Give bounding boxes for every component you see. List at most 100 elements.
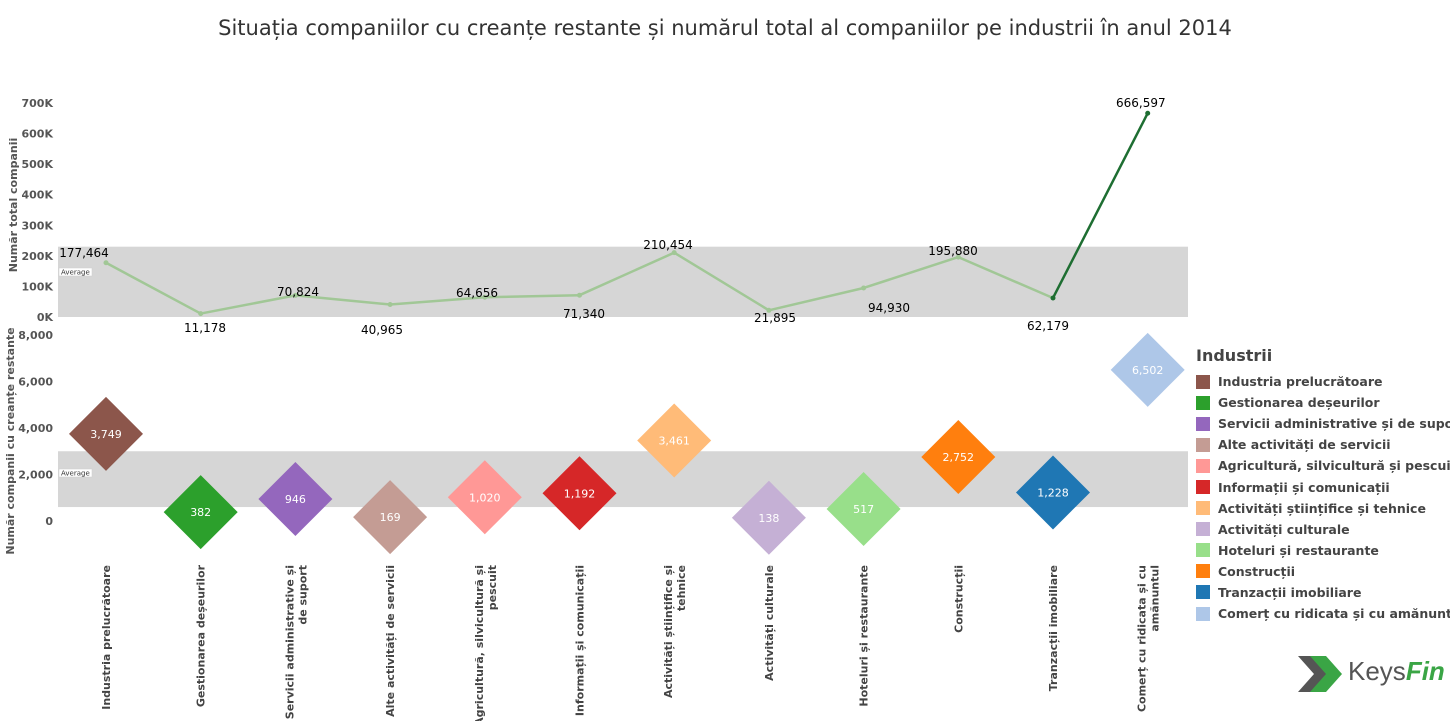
y-tick-bottom: 4,000 [18,422,53,435]
x-axis-label-line: Gestionarea deșeurilor [195,564,208,707]
y-tick-bottom: 8,000 [18,329,53,342]
line-value-label: 40,965 [361,323,403,337]
legend-item[interactable]: Industria prelucrătoare [1196,371,1450,392]
line-segment [957,255,1055,300]
line-value-label: 21,895 [754,311,796,325]
line-value-label: 11,178 [184,321,226,335]
diamond-marker [826,471,901,546]
legend-label: Informații și comunicații [1218,479,1390,495]
x-axis-label: Informații și comunicații [574,565,587,716]
diamond-value-label: 169 [380,511,401,524]
line-point [292,292,298,298]
y-tick-top: 600K [22,128,54,141]
legend-label: Alte activități de servicii [1218,437,1391,453]
y-tick-top: 300K [22,219,54,232]
legend-swatch [1196,395,1210,410]
y-axis-title-top: Număr total companii [7,138,20,272]
line-point [861,285,867,291]
x-axis-label: Tranzacții imobiliare [1047,565,1060,691]
x-axis-label-line: Informații și comunicații [574,565,587,716]
line-segment [483,293,581,299]
diamond-value-label: 382 [190,506,211,519]
average-band-bottom [58,451,1188,508]
legend-swatch [1196,416,1210,431]
legend-swatch [1196,501,1210,516]
line-value-label: 64,656 [456,286,498,300]
diamond-marker [163,475,238,550]
line-point [103,260,109,266]
line-value-label: 195,880 [928,244,978,258]
line-segment [199,294,297,315]
x-axis-label-line: Hoteluri și restaurante [858,565,871,707]
y-tick-top: 0K [37,311,54,324]
x-axis-label: Activități științifice șitehnice [662,565,688,698]
legend-swatch [1196,480,1210,495]
legend-swatch [1196,606,1210,621]
legend-swatch [1196,437,1210,452]
legend-swatch [1196,543,1210,558]
line-point [482,294,488,300]
line-segment [294,294,392,306]
x-axis-label-line: Agricultură, silvicultură și [473,565,486,721]
legend-item[interactable]: Informații și comunicații [1196,476,1450,497]
legend-item[interactable]: Servicii administrative și de suport [1196,413,1450,434]
legend-items: Industria prelucrătoare Gestionarea deșeu… [1196,371,1450,624]
line-point [198,311,204,317]
diamond-value-label: 3,461 [658,435,690,448]
legend-item[interactable]: Construcții [1196,561,1450,582]
legend-swatch [1196,374,1210,389]
line-value-label: 210,454 [643,238,693,252]
x-axis-label: Agricultură, silvicultură șipescuit [473,565,499,721]
diamond-marker [921,420,996,495]
logo-text: KeysFin [1348,656,1445,687]
x-axis-label-line: pescuit [486,565,499,610]
diamond-value-label: 1,228 [1037,486,1069,499]
diamond-value-label: 1,192 [564,487,596,500]
average-label-bottom: Average [61,470,90,478]
legend-item[interactable]: Comerț cu ridicata și cu amănuntul [1196,603,1450,624]
x-axis-label-line: amănuntul [1149,565,1162,632]
diamond-marker [69,396,143,471]
line-segment [1051,111,1149,300]
x-axis-label-line: Activități culturale [763,565,776,681]
diamond-value-label: 3,749 [90,428,122,441]
legend-label: Gestionarea deșeurilor [1218,395,1380,411]
legend-label: Construcții [1218,563,1296,579]
legend-item[interactable]: Tranzacții imobiliare [1196,582,1450,603]
keysfin-logo: KeysFin [1296,650,1446,694]
diamond-value-label: 1,020 [469,491,501,504]
line-point [1050,295,1056,301]
average-tag-bg-bottom [58,468,93,478]
chart-title: Situația companiilor cu creanțe restante… [218,16,1232,40]
legend-item[interactable]: Activități culturale [1196,519,1450,540]
legend-item[interactable]: Hoteluri și restaurante [1196,540,1450,561]
diamond-marker [1110,332,1185,407]
line-point [671,250,677,256]
x-axis-label: Alte activități de servicii [384,565,397,717]
legend-item[interactable]: Gestionarea deșeurilor [1196,392,1450,413]
line-segment [672,251,771,312]
x-axis-label-line: Alte activități de servicii [384,565,397,717]
x-axis-label: Comerț cu ridicata și cuamănuntul [1136,565,1162,712]
legend-item[interactable]: Agricultură, silvicultură și pescuit [1196,455,1450,476]
y-tick-top: 100K [22,280,54,293]
line-value-label: 62,179 [1027,319,1069,333]
logo-chevron-icon [1298,656,1342,692]
line-segment [862,255,960,290]
logo-text-keys: Keys [1348,656,1406,686]
line-point [1145,110,1151,116]
legend-label: Activități culturale [1218,521,1350,537]
legend-swatch [1196,585,1210,600]
line-value-label: 70,824 [277,285,319,299]
diamond-marker [637,403,712,478]
x-axis-label-line: Industria prelucrătoare [100,565,113,710]
legend-item[interactable]: Activități științifice și tehnice [1196,498,1450,519]
x-axis-label-line: tehnice [675,565,688,611]
y-tick-bottom: 6,000 [18,376,53,389]
x-axis-label-line: Comerț cu ridicata și cu [1136,565,1149,712]
diamond-marker [447,460,522,535]
legend-item[interactable]: Alte activități de servicii [1196,434,1450,455]
y-axis-title-bottom: Număr companii cu creanțe restante [4,327,17,554]
diamond-marker [1016,455,1090,530]
x-axis-label-line: Construcții [952,565,965,633]
